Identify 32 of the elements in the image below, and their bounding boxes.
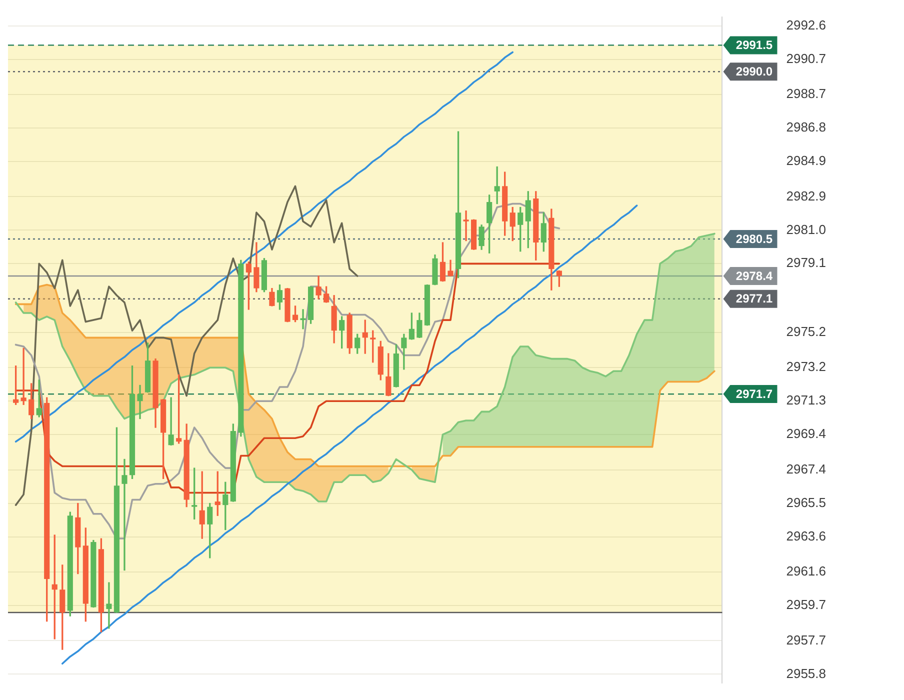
y-tick-label: 2984.9 bbox=[786, 153, 826, 168]
candlestick bbox=[20, 348, 26, 405]
ref-line-label: 2980.5 bbox=[736, 232, 773, 246]
y-tick-label: 2981.0 bbox=[786, 222, 826, 237]
candlestick bbox=[463, 210, 469, 242]
y-tick-label: 2990.7 bbox=[786, 50, 826, 66]
y-tick-label: 2963.6 bbox=[786, 528, 826, 544]
y-tick-label: 2955.8 bbox=[786, 666, 826, 681]
candlestick bbox=[122, 458, 128, 571]
y-tick-label: 2971.3 bbox=[786, 392, 826, 408]
y-tick-label: 2986.8 bbox=[786, 120, 826, 135]
y-tick-label: 2969.4 bbox=[786, 426, 826, 442]
y-tick-label: 2967.4 bbox=[786, 461, 826, 476]
candlestick bbox=[137, 384, 143, 420]
ref-line-label: 2978.4 bbox=[736, 268, 773, 283]
candlestick bbox=[168, 397, 174, 446]
y-tick-label: 2975.2 bbox=[786, 324, 826, 339]
y-tick-label: 2992.6 bbox=[786, 17, 826, 32]
candlestick bbox=[106, 582, 112, 629]
ref-line-label: 2991.5 bbox=[736, 38, 773, 52]
candlestick bbox=[300, 309, 306, 330]
y-tick-label: 2959.7 bbox=[786, 597, 826, 612]
y-tick-label: 2988.7 bbox=[786, 86, 826, 102]
ref-line-label: 2977.1 bbox=[736, 292, 773, 306]
y-tick-label: 2965.5 bbox=[786, 494, 826, 510]
y-tick-label: 2957.7 bbox=[786, 632, 826, 648]
y-tick-label: 2961.6 bbox=[786, 564, 826, 579]
y-tick-label: 2982.9 bbox=[786, 188, 826, 204]
ref-line-label: 2990.0 bbox=[736, 64, 773, 78]
y-tick-label: 2973.2 bbox=[786, 359, 826, 374]
ref-line-label: 2971.7 bbox=[736, 386, 773, 401]
y-tick-label: 2979.1 bbox=[786, 255, 826, 270]
